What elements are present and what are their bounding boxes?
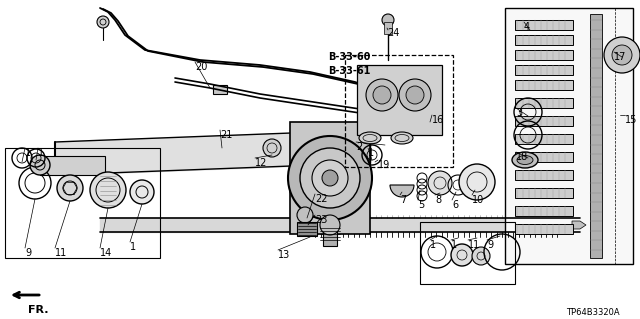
Circle shape	[30, 155, 50, 175]
Text: 10: 10	[472, 195, 484, 205]
Text: B-33-61: B-33-61	[328, 66, 371, 76]
Circle shape	[97, 16, 109, 28]
Bar	[357, 65, 442, 135]
Bar	[515, 116, 573, 126]
Text: 16: 16	[432, 115, 444, 125]
Text: 11: 11	[468, 240, 480, 250]
Bar	[297, 222, 317, 236]
Circle shape	[322, 170, 338, 186]
Circle shape	[399, 79, 431, 111]
Text: 5: 5	[418, 200, 424, 210]
Text: B-33-60: B-33-60	[328, 52, 371, 62]
Text: 1: 1	[38, 148, 44, 158]
Bar	[515, 170, 573, 180]
Circle shape	[391, 92, 401, 102]
Circle shape	[428, 171, 452, 195]
Text: 23: 23	[315, 215, 328, 225]
Circle shape	[300, 148, 360, 208]
Text: 9: 9	[487, 240, 493, 250]
Circle shape	[288, 136, 372, 220]
Circle shape	[297, 207, 313, 223]
Text: 11: 11	[55, 248, 67, 258]
Bar	[515, 50, 573, 60]
Text: 7: 7	[400, 195, 406, 205]
Text: 19: 19	[378, 160, 390, 170]
Circle shape	[130, 180, 154, 204]
Circle shape	[406, 86, 424, 104]
Circle shape	[612, 45, 632, 65]
Circle shape	[472, 247, 490, 265]
Circle shape	[366, 79, 398, 111]
Circle shape	[451, 244, 473, 266]
Text: 21: 21	[220, 130, 232, 140]
Text: 13: 13	[278, 250, 291, 260]
Wedge shape	[390, 185, 414, 197]
Text: 17: 17	[614, 52, 627, 62]
Bar	[515, 152, 573, 162]
Bar	[505, 8, 633, 264]
Bar	[515, 35, 573, 45]
Bar	[345, 55, 453, 167]
Bar	[590, 14, 602, 258]
Circle shape	[382, 14, 394, 26]
Text: 2: 2	[356, 142, 362, 152]
Text: 24: 24	[387, 28, 399, 38]
Ellipse shape	[391, 132, 413, 144]
Ellipse shape	[517, 155, 533, 165]
Text: 1: 1	[451, 240, 457, 250]
Circle shape	[320, 215, 340, 235]
FancyArrow shape	[572, 221, 586, 229]
Text: 1: 1	[25, 148, 31, 158]
Bar	[515, 206, 573, 216]
Text: 8: 8	[435, 195, 441, 205]
Bar	[420, 222, 515, 284]
Circle shape	[57, 175, 83, 201]
Bar	[515, 98, 573, 108]
Circle shape	[90, 172, 126, 208]
Text: 20: 20	[195, 62, 207, 72]
Circle shape	[459, 164, 495, 200]
Bar	[5, 148, 160, 258]
Text: 15: 15	[625, 115, 637, 125]
Bar	[40, 156, 105, 175]
Text: 6: 6	[452, 200, 458, 210]
Circle shape	[604, 37, 640, 73]
Text: 18: 18	[516, 152, 528, 162]
Text: 4: 4	[524, 22, 530, 32]
Text: 1: 1	[368, 148, 374, 158]
Bar	[213, 85, 227, 94]
Text: 22: 22	[315, 194, 328, 204]
Text: 1: 1	[130, 242, 136, 252]
Text: FR.: FR.	[28, 305, 49, 315]
Circle shape	[263, 139, 281, 157]
Text: 14: 14	[100, 248, 112, 258]
Text: 3: 3	[516, 108, 522, 118]
Bar	[515, 20, 573, 30]
Text: 1: 1	[430, 240, 436, 250]
Bar	[515, 80, 573, 90]
Bar	[515, 134, 573, 144]
Bar	[290, 122, 370, 234]
Bar	[323, 218, 337, 246]
Circle shape	[395, 113, 405, 123]
Ellipse shape	[512, 152, 538, 168]
Bar	[515, 224, 573, 234]
Ellipse shape	[359, 132, 381, 144]
Bar	[515, 188, 573, 198]
Text: 9: 9	[25, 248, 31, 258]
Text: 12: 12	[255, 158, 268, 168]
Circle shape	[373, 86, 391, 104]
Text: TP64B3320A: TP64B3320A	[566, 308, 620, 317]
Bar	[515, 65, 573, 75]
Circle shape	[312, 160, 348, 196]
Bar	[384, 22, 392, 34]
